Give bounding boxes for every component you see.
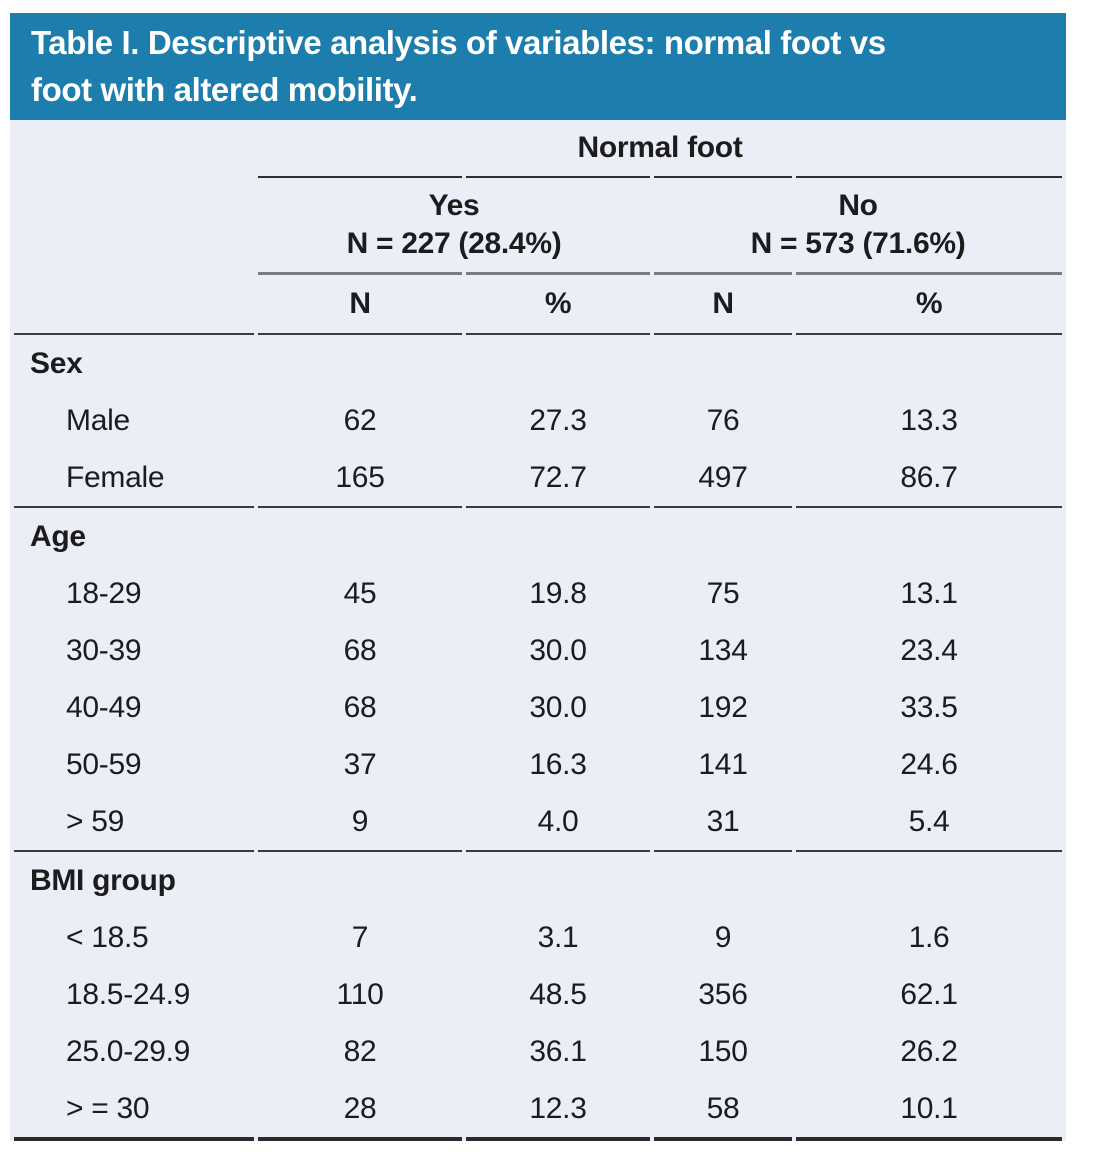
row-label: 40-49 xyxy=(66,690,142,724)
table-row-female: Female 165 72.7 497 86.7 xyxy=(14,449,1062,506)
value-cell: 7 xyxy=(351,920,369,954)
value-cell: 68 xyxy=(343,633,377,667)
rule-under-group-header xyxy=(14,176,1063,178)
yes-n-header: N xyxy=(349,287,371,320)
row-label: 18-29 xyxy=(66,576,142,610)
value-cell: 68 xyxy=(343,690,377,724)
value-cell: 497 xyxy=(698,460,748,494)
section-name: Age xyxy=(30,519,86,553)
section-header-age: Age xyxy=(14,508,1062,565)
yes-label: Yes xyxy=(428,189,480,222)
table-row-age-50-59: 50-59 37 16.3 141 24.6 xyxy=(14,736,1062,793)
row-label: 50-59 xyxy=(66,747,142,781)
yes-pct-header: % xyxy=(544,287,572,320)
value-cell: 33.5 xyxy=(900,690,958,724)
value-cell: 76 xyxy=(706,403,740,437)
no-pct-header: % xyxy=(915,287,943,320)
section-name: BMI group xyxy=(30,863,176,897)
value-cell: 150 xyxy=(698,1034,748,1068)
table-title: Table I. Descriptive analysis of variabl… xyxy=(31,19,1044,113)
value-cell: 9 xyxy=(351,804,369,838)
row-label: 30-39 xyxy=(66,633,142,667)
value-cell: 37 xyxy=(343,747,377,781)
value-cell: 45 xyxy=(343,576,377,610)
value-cell: 31 xyxy=(706,804,740,838)
no-count: N = 573 (71.6%) xyxy=(750,227,966,260)
rule-under-measure-headers xyxy=(14,333,1063,335)
row-label: Female xyxy=(66,460,165,494)
table-row-male: Male 62 27.3 76 13.3 xyxy=(14,392,1062,449)
no-group-header: No N = 573 (71.6%) xyxy=(654,178,1062,272)
table-title-line-1: Table I. Descriptive analysis of variabl… xyxy=(31,24,886,61)
value-cell: 5.4 xyxy=(908,804,950,838)
section-name: Sex xyxy=(30,346,83,380)
value-cell: 27.3 xyxy=(529,403,587,437)
value-cell: 62 xyxy=(343,403,377,437)
table-title-bar: Table I. Descriptive analysis of variabl… xyxy=(10,13,1066,120)
yes-count: N = 227 (28.4%) xyxy=(346,227,562,260)
table-row-bmi-18-5-24-9: 18.5-24.9 110 48.5 356 62.1 xyxy=(14,966,1062,1023)
section-header-sex: Sex xyxy=(14,335,1062,392)
table-row-age-18-29: 18-29 45 19.8 75 13.1 xyxy=(14,565,1062,622)
value-cell: 75 xyxy=(706,576,740,610)
value-cell: 10.1 xyxy=(900,1091,958,1125)
value-cell: 23.4 xyxy=(900,633,958,667)
value-cell: 26.2 xyxy=(900,1034,958,1068)
yes-no-header-row: Yes N = 227 (28.4%) No N = 573 (71.6%) xyxy=(14,178,1062,272)
value-cell: 192 xyxy=(698,690,748,724)
value-cell: 110 xyxy=(336,977,384,1011)
table-row-bmi-under-18-5: < 18.5 7 3.1 9 1.6 xyxy=(14,909,1062,966)
value-cell: 36.1 xyxy=(529,1034,587,1068)
group-header: Normal foot xyxy=(577,131,743,164)
value-cell: 30.0 xyxy=(529,633,587,667)
descriptive-table: Normal foot Yes N = 227 (28.4%) No N = 5… xyxy=(10,120,1066,1141)
table-title-line-2: foot with altered mobility. xyxy=(31,71,418,108)
row-label: > 59 xyxy=(66,804,125,838)
yes-group-header: Yes N = 227 (28.4%) xyxy=(258,178,650,272)
value-cell: 13.3 xyxy=(900,403,958,437)
value-cell: 86.7 xyxy=(900,460,958,494)
value-cell: 30.0 xyxy=(529,690,587,724)
rule-under-age-section xyxy=(14,850,1063,852)
value-cell: 134 xyxy=(698,633,748,667)
value-cell: 1.6 xyxy=(908,920,950,954)
row-label: Male xyxy=(66,403,130,437)
value-cell: 13.1 xyxy=(900,576,958,610)
value-cell: 4.0 xyxy=(537,804,579,838)
section-header-bmi: BMI group xyxy=(14,852,1062,909)
value-cell: 19.8 xyxy=(529,576,587,610)
value-cell: 58 xyxy=(706,1091,740,1125)
row-label: < 18.5 xyxy=(66,920,149,954)
value-cell: 356 xyxy=(698,977,748,1011)
table-row-bmi-30-plus: > = 30 28 12.3 58 10.1 xyxy=(14,1080,1062,1137)
rule-table-bottom xyxy=(14,1137,1063,1141)
value-cell: 24.6 xyxy=(900,747,958,781)
value-cell: 62.1 xyxy=(900,977,958,1011)
table-row-age-over-59: > 59 9 4.0 31 5.4 xyxy=(14,793,1062,850)
row-label: > = 30 xyxy=(66,1091,150,1125)
value-cell: 12.3 xyxy=(529,1091,587,1125)
value-cell: 3.1 xyxy=(537,920,579,954)
table-row-bmi-25-0-29-9: 25.0-29.9 82 36.1 150 26.2 xyxy=(14,1023,1062,1080)
row-label: 25.0-29.9 xyxy=(66,1034,191,1068)
group-header-row: Normal foot xyxy=(14,120,1062,176)
no-label: No xyxy=(838,189,878,222)
value-cell: 165 xyxy=(335,460,385,494)
value-cell: 141 xyxy=(698,747,748,781)
row-label: 18.5-24.9 xyxy=(66,977,191,1011)
table-panel: Normal foot Yes N = 227 (28.4%) No N = 5… xyxy=(10,120,1066,1141)
rule-under-sex-section xyxy=(14,506,1063,508)
value-cell: 48.5 xyxy=(529,977,587,1011)
value-cell: 28 xyxy=(343,1091,377,1125)
measure-header-row: N % N % xyxy=(14,275,1062,333)
table-row-age-40-49: 40-49 68 30.0 192 33.5 xyxy=(14,679,1062,736)
value-cell: 82 xyxy=(343,1034,377,1068)
value-cell: 72.7 xyxy=(529,460,587,494)
value-cell: 16.3 xyxy=(529,747,587,781)
rule-under-yes-no xyxy=(14,272,1063,275)
value-cell: 9 xyxy=(714,920,732,954)
table-row-age-30-39: 30-39 68 30.0 134 23.4 xyxy=(14,622,1062,679)
no-n-header: N xyxy=(712,287,734,320)
